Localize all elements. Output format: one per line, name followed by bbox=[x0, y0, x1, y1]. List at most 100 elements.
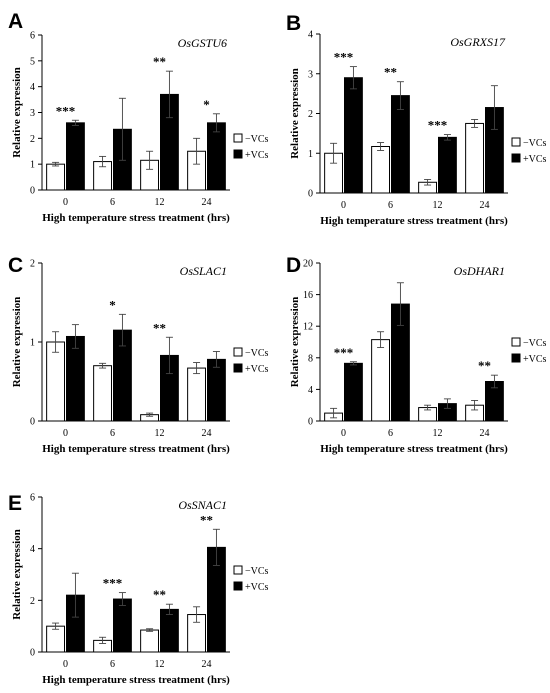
bar-minus-vcs bbox=[46, 625, 65, 653]
legend-swatch bbox=[511, 353, 521, 363]
panel-letter: E bbox=[8, 492, 22, 515]
error-bar bbox=[443, 398, 451, 409]
y-tick-label: 2 bbox=[30, 596, 35, 607]
bar-plus-vcs bbox=[160, 608, 179, 653]
x-tick-label: 12 bbox=[155, 428, 165, 439]
legend-swatch bbox=[511, 153, 521, 163]
significance-marker: ** bbox=[153, 54, 166, 69]
error-bar bbox=[490, 374, 498, 389]
legend: −VCs +VCs bbox=[233, 133, 269, 161]
bar-minus-vcs bbox=[371, 339, 391, 422]
gene-title: OsDHAR1 bbox=[454, 264, 505, 278]
y-tick-label: 6 bbox=[30, 31, 35, 42]
x-tick-label: 0 bbox=[63, 197, 68, 208]
error-bar bbox=[424, 404, 432, 411]
legend-label: +VCs bbox=[523, 154, 547, 165]
gene-title: OsGSTU6 bbox=[178, 36, 227, 50]
x-tick-label: 24 bbox=[480, 200, 490, 211]
legend-label: −VCs bbox=[245, 566, 269, 577]
x-axis-label: High temperature stress treatment (hrs) bbox=[42, 443, 230, 455]
legend-label: −VCs bbox=[245, 348, 269, 359]
bar-minus-vcs bbox=[371, 145, 391, 194]
bar-plus-vcs bbox=[344, 362, 363, 422]
error-bar bbox=[118, 97, 126, 161]
error-bar bbox=[52, 331, 60, 353]
x-tick-label: 0 bbox=[63, 428, 68, 439]
error-bar bbox=[443, 134, 451, 141]
error-bar bbox=[424, 179, 432, 186]
legend-label: +VCs bbox=[245, 364, 269, 375]
bar-plus-vcs bbox=[391, 95, 410, 194]
x-tick-label: 0 bbox=[341, 200, 346, 211]
significance-marker: *** bbox=[56, 103, 76, 118]
x-tick-label: 0 bbox=[63, 659, 68, 670]
y-tick-label: 4 bbox=[308, 385, 313, 396]
legend-swatch bbox=[233, 363, 243, 373]
error-bar bbox=[212, 113, 220, 133]
error-bar bbox=[52, 622, 60, 630]
legend-label: −VCs bbox=[245, 134, 269, 145]
panel-letter: B bbox=[286, 12, 301, 35]
legend-swatch bbox=[233, 581, 243, 591]
y-axis-label: Relative expression bbox=[11, 67, 23, 158]
error-bar bbox=[212, 351, 220, 368]
y-tick-label: 12 bbox=[303, 322, 313, 333]
error-bar bbox=[146, 628, 154, 632]
y-tick-label: 2 bbox=[308, 109, 313, 120]
bar-plus-vcs bbox=[66, 122, 85, 191]
error-bar bbox=[330, 142, 338, 164]
x-tick-label: 6 bbox=[110, 659, 115, 670]
error-bar bbox=[193, 362, 201, 375]
significance-marker: ** bbox=[384, 65, 397, 80]
legend-swatch bbox=[233, 149, 243, 159]
panel-d: D OsDHAR1 0 4 8 12 16 20 0 *** 6 12 24 ** High tempera… bbox=[286, 254, 547, 455]
y-tick-label: 3 bbox=[308, 69, 313, 80]
x-tick-label: 0 bbox=[341, 428, 346, 439]
x-tick-label: 24 bbox=[480, 428, 490, 439]
legend-label: +VCs bbox=[245, 150, 269, 161]
x-axis-label: High temperature stress treatment (hrs) bbox=[42, 212, 230, 224]
bar-plus-vcs bbox=[207, 358, 226, 422]
bar-minus-vcs bbox=[93, 365, 112, 422]
legend-label: +VCs bbox=[523, 354, 547, 365]
x-tick-label: 12 bbox=[155, 197, 165, 208]
error-bar bbox=[471, 400, 479, 411]
y-tick-label: 1 bbox=[30, 338, 35, 349]
x-tick-label: 6 bbox=[388, 200, 393, 211]
x-tick-label: 6 bbox=[110, 197, 115, 208]
error-bar bbox=[212, 528, 220, 566]
bar-minus-vcs bbox=[465, 122, 485, 194]
significance-marker: ** bbox=[200, 512, 213, 527]
y-tick-label: 6 bbox=[30, 493, 35, 504]
gene-title: OsSNAC1 bbox=[178, 498, 227, 512]
significance-marker: * bbox=[109, 297, 116, 312]
y-axis-label: Relative expression bbox=[289, 68, 301, 159]
legend-swatch bbox=[233, 133, 243, 143]
error-bar bbox=[146, 150, 154, 170]
y-tick-label: 0 bbox=[30, 648, 35, 659]
panel-letter: A bbox=[8, 10, 23, 33]
legend-swatch bbox=[511, 137, 521, 147]
y-tick-label: 4 bbox=[30, 544, 35, 555]
significance-marker: *** bbox=[103, 576, 123, 591]
error-bar bbox=[118, 313, 126, 347]
y-tick-label: 0 bbox=[308, 189, 313, 200]
significance-marker: * bbox=[203, 97, 210, 112]
gene-title: OsGRXS17 bbox=[450, 35, 506, 49]
error-bar bbox=[330, 407, 338, 419]
error-bar bbox=[193, 137, 201, 165]
error-bar bbox=[165, 70, 173, 119]
bar-minus-vcs bbox=[46, 341, 65, 422]
error-bar bbox=[349, 361, 357, 366]
error-bar bbox=[52, 161, 60, 167]
x-tick-label: 12 bbox=[155, 659, 165, 670]
y-tick-label: 1 bbox=[308, 149, 313, 160]
error-bar bbox=[71, 324, 79, 349]
error-bar bbox=[118, 592, 126, 606]
legend-swatch bbox=[233, 565, 243, 575]
legend: −VCs +VCs bbox=[233, 565, 269, 593]
